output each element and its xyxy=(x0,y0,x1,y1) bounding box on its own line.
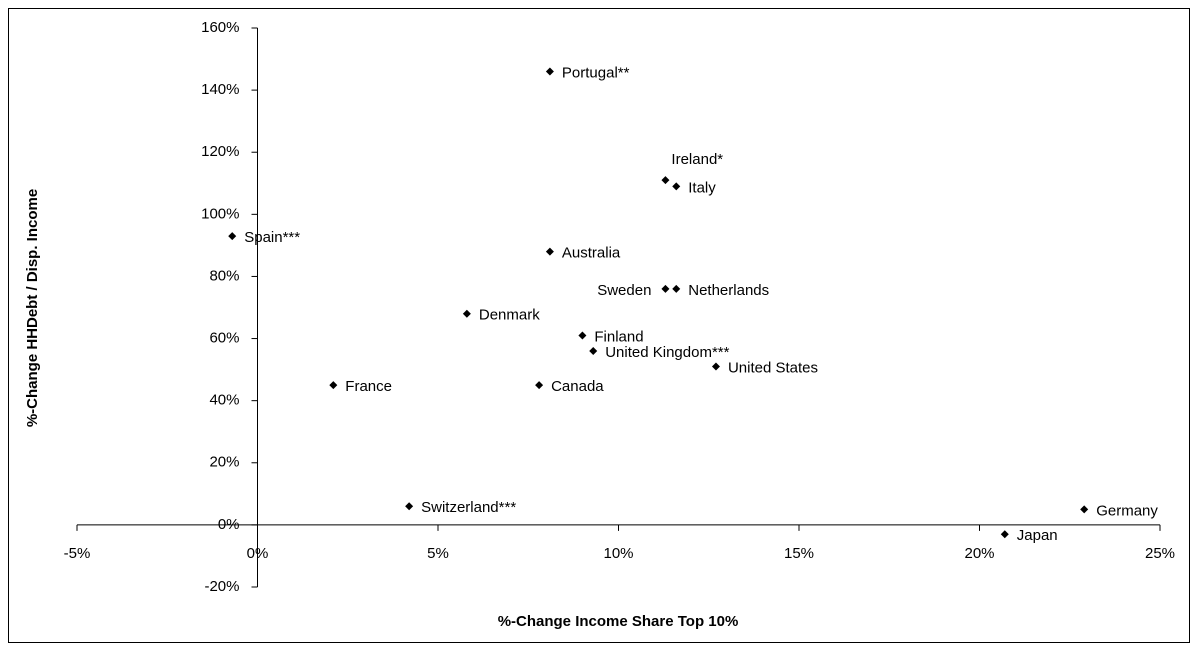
point xyxy=(672,182,681,191)
y-tick-label: 60% xyxy=(209,330,239,347)
y-tick-label: 40% xyxy=(209,392,239,409)
point-label: Japan xyxy=(1017,527,1058,544)
point xyxy=(711,362,720,371)
y-tick-label: 0% xyxy=(218,516,240,533)
point xyxy=(1080,505,1089,514)
point-label: Ireland* xyxy=(671,151,723,168)
point-label: Finland xyxy=(594,328,643,345)
point xyxy=(1000,530,1009,539)
y-tick-label: 160% xyxy=(201,19,239,36)
point xyxy=(535,381,544,390)
point xyxy=(545,247,554,256)
point xyxy=(405,502,414,511)
point-label: Switzerland*** xyxy=(421,499,516,516)
point xyxy=(661,284,670,293)
point xyxy=(672,284,681,293)
point xyxy=(329,381,338,390)
y-tick-label: 120% xyxy=(201,143,239,160)
y-axis-title: %-Change HHDebt / Disp. Income xyxy=(24,189,41,427)
y-tick-label: 80% xyxy=(209,267,239,284)
x-tick-label: 15% xyxy=(784,545,814,562)
x-tick-label: 10% xyxy=(603,545,633,562)
y-tick-label: 140% xyxy=(201,81,239,98)
x-tick-label: 20% xyxy=(964,545,994,562)
point-label: Netherlands xyxy=(688,282,769,299)
x-tick-label: 0% xyxy=(247,545,269,562)
x-axis-title: %-Change Income Share Top 10% xyxy=(498,613,739,630)
point-label: Sweden xyxy=(597,282,651,299)
point-label: France xyxy=(345,378,392,395)
chart-border xyxy=(8,8,1190,643)
point xyxy=(545,67,554,76)
point-label: United States xyxy=(728,359,818,376)
point-label: Spain*** xyxy=(244,229,300,246)
x-tick-label: -5% xyxy=(64,545,91,562)
point-label: Germany xyxy=(1096,502,1158,519)
point xyxy=(578,331,587,340)
point xyxy=(661,176,670,185)
point-label: Portugal** xyxy=(562,64,630,81)
point-label: Italy xyxy=(688,179,716,196)
point xyxy=(589,346,598,355)
x-tick-label: 25% xyxy=(1145,545,1175,562)
point-label: Denmark xyxy=(479,307,540,324)
y-tick-label: 20% xyxy=(209,454,239,471)
y-tick-label: -20% xyxy=(204,578,239,595)
point xyxy=(462,309,471,318)
point-label: United Kingdom*** xyxy=(605,344,729,361)
point-label: Australia xyxy=(562,245,621,262)
point-label: Canada xyxy=(551,378,604,395)
point xyxy=(228,232,237,241)
x-tick-label: 5% xyxy=(427,545,449,562)
y-tick-label: 100% xyxy=(201,205,239,222)
